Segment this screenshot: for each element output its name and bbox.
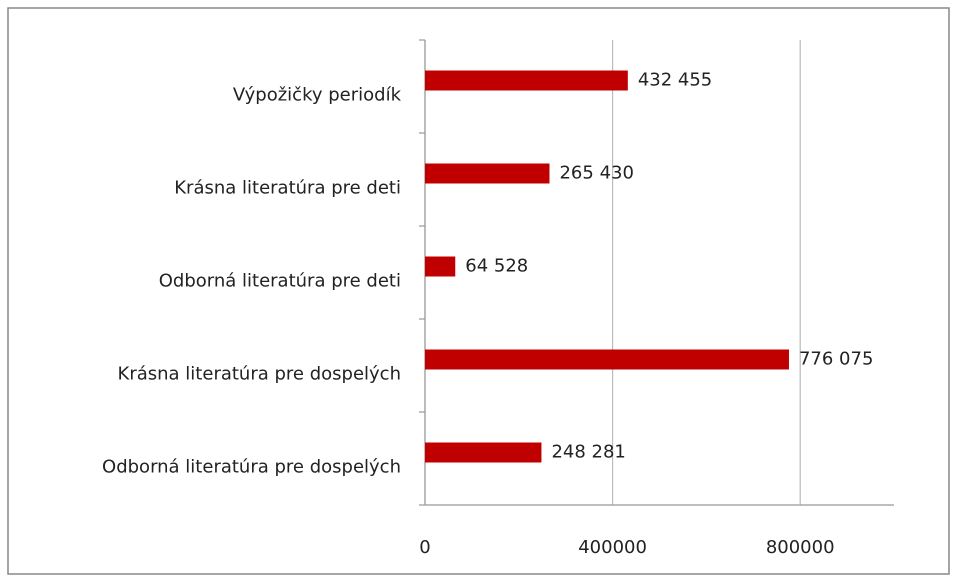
y-tick-label: Krásna literatúra pre deti bbox=[174, 178, 401, 199]
bar bbox=[425, 349, 789, 370]
value-label: 432 455 bbox=[638, 70, 712, 91]
y-tick-label: Odborná literatúra pre deti bbox=[159, 271, 401, 292]
value-label: 265 430 bbox=[559, 163, 633, 184]
y-tick-label: Odborná literatúra pre dospelých bbox=[102, 457, 401, 478]
value-label: 64 528 bbox=[465, 256, 528, 277]
value-label: 248 281 bbox=[551, 442, 625, 463]
value-label: 776 075 bbox=[799, 349, 873, 370]
bar bbox=[425, 70, 628, 91]
bar bbox=[425, 256, 456, 277]
chart-border bbox=[7, 7, 950, 575]
y-tick-label: Krásna literatúra pre dospelých bbox=[118, 364, 401, 385]
x-tick-label: 800000 bbox=[766, 537, 835, 558]
bar bbox=[425, 442, 542, 463]
bar bbox=[425, 163, 550, 184]
y-tick-label: Výpožičky periodík bbox=[233, 85, 402, 106]
x-tick-label: 0 bbox=[419, 537, 430, 558]
x-tick-label: 400000 bbox=[578, 537, 647, 558]
